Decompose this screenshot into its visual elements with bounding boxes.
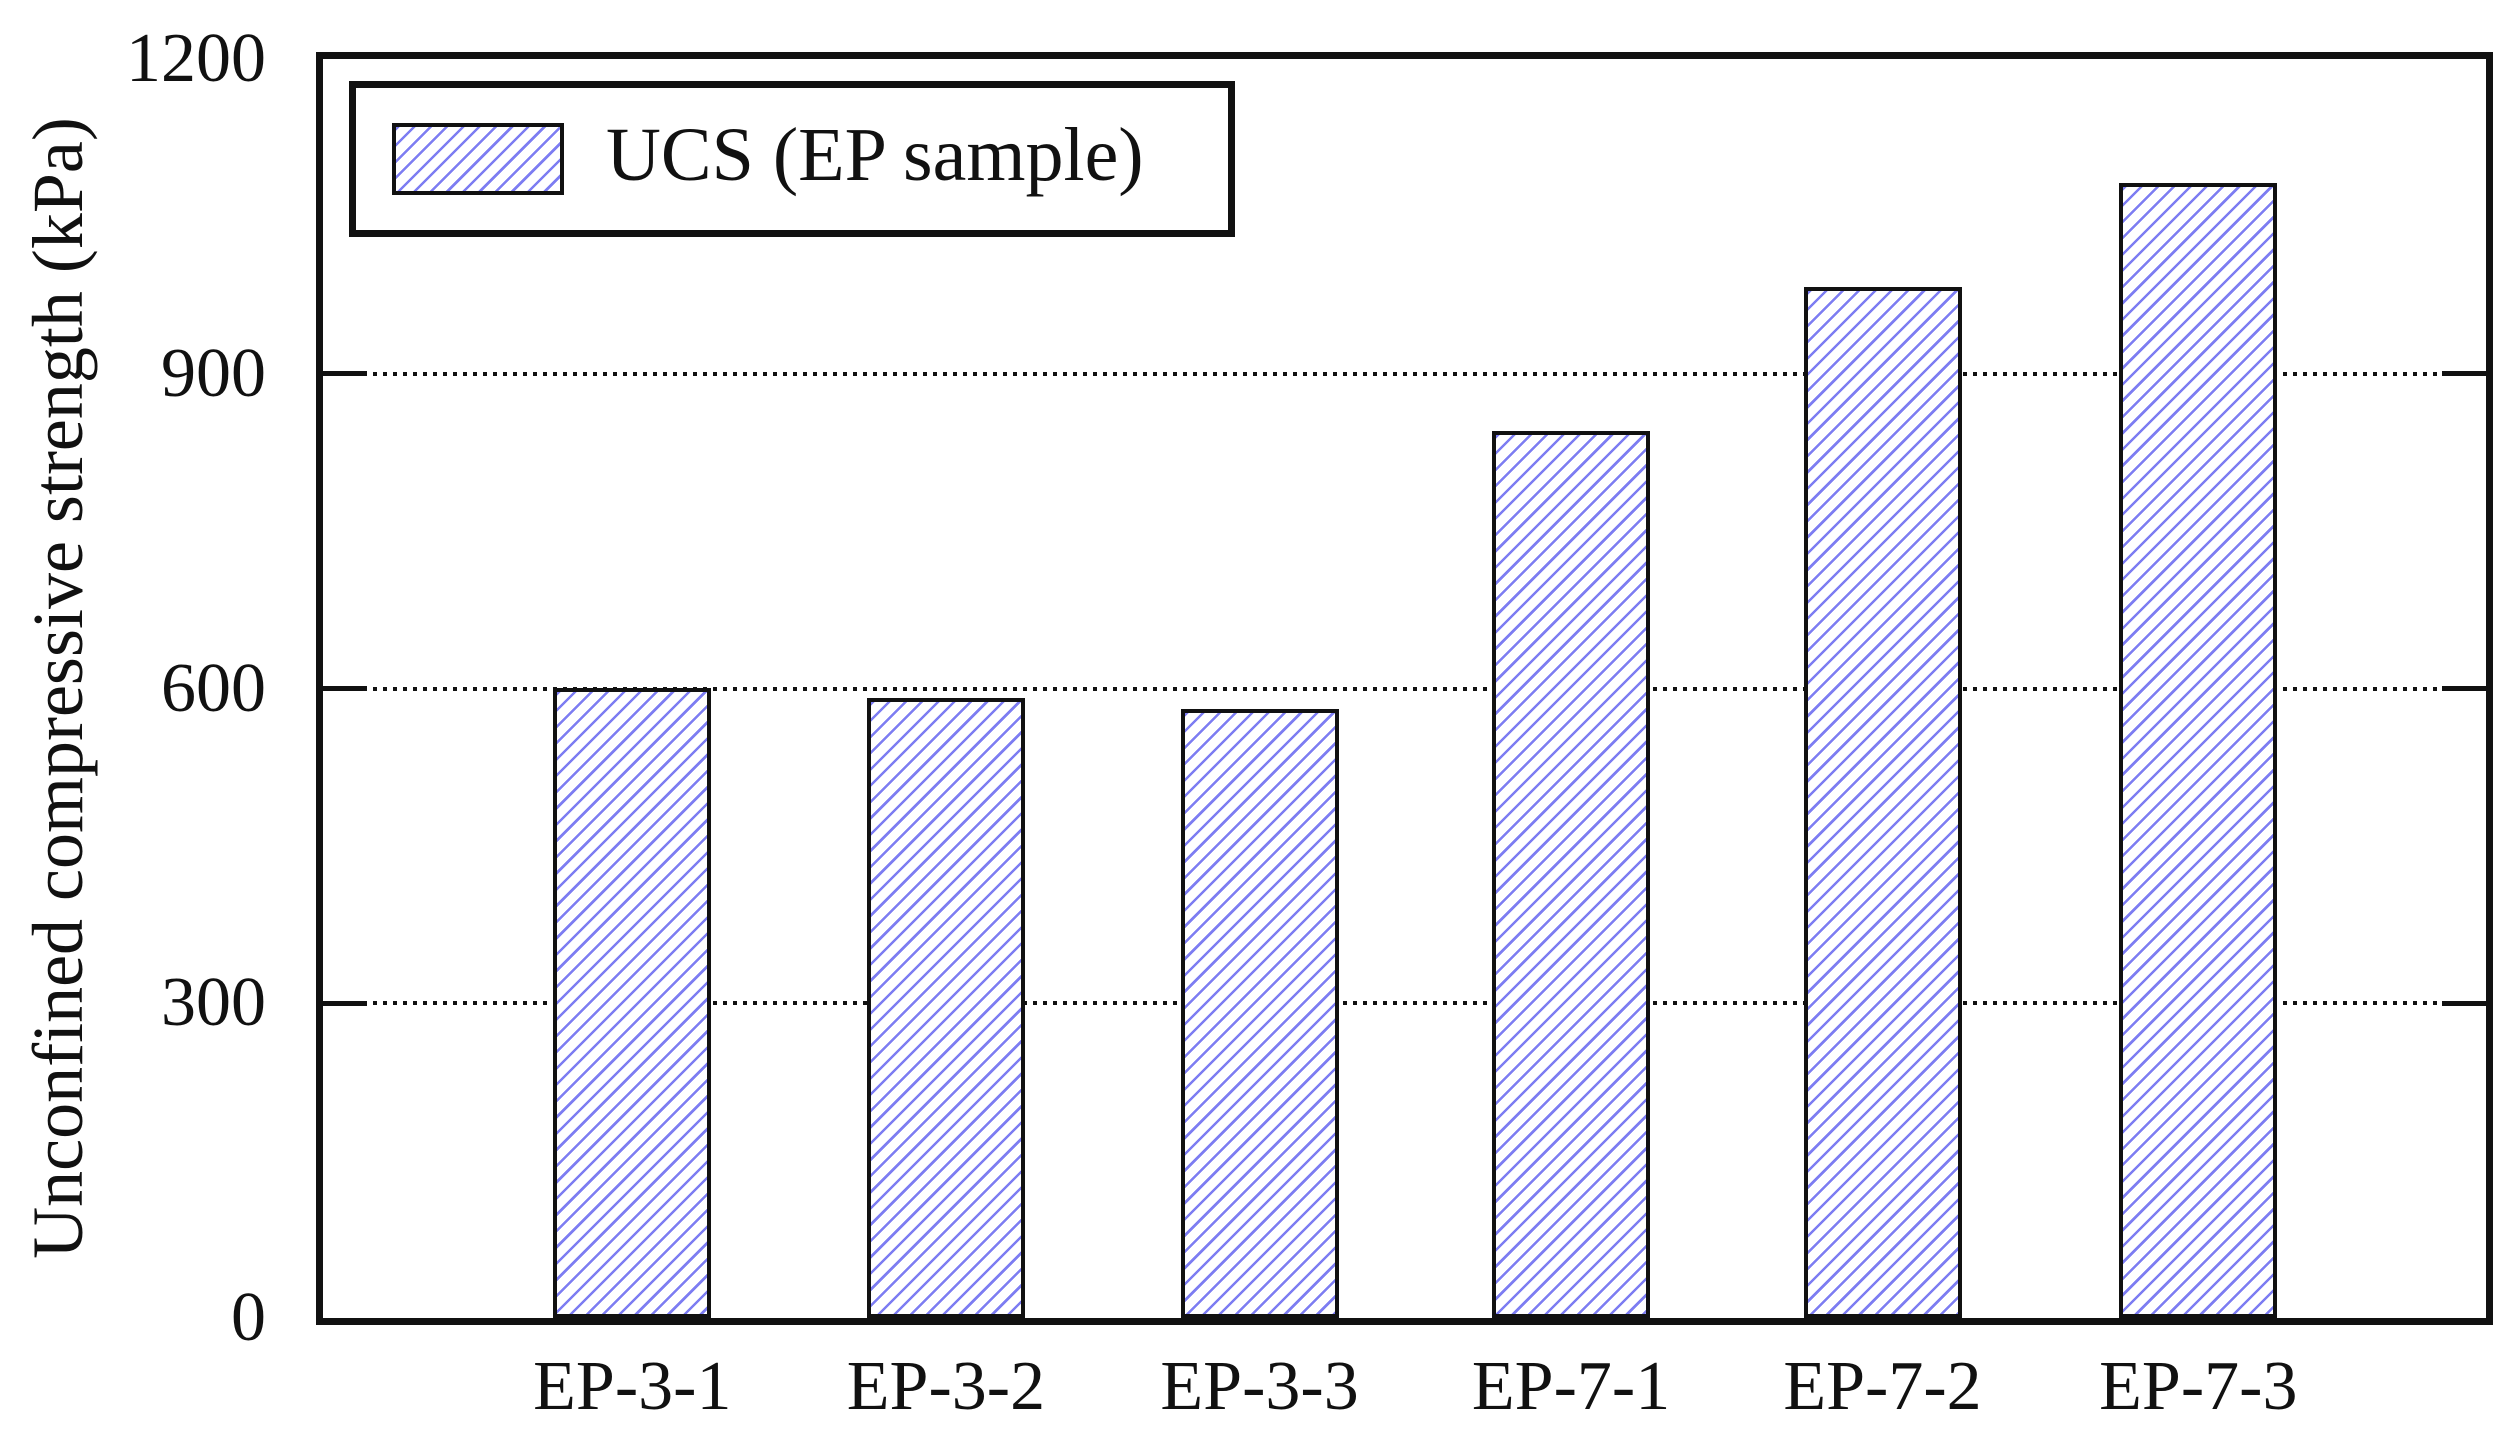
y-tick-mark-left-600 <box>323 686 367 691</box>
x-tick-label-EP-7-2: EP-7-2 <box>1783 1348 1982 1425</box>
y-tick-mark-left-300 <box>323 1000 367 1006</box>
x-tick-label-EP-3-3: EP-3-3 <box>1160 1348 1359 1425</box>
bar-EP-3-3 <box>1180 708 1339 1318</box>
x-tick-label-EP-7-3: EP-7-3 <box>2099 1348 2298 1425</box>
bar-EP-7-1 <box>1492 430 1651 1318</box>
y-tick-label-600: 600 <box>161 649 266 727</box>
y-tick-label-900: 900 <box>161 334 266 412</box>
y-tick-mark-right-600 <box>2442 686 2486 691</box>
gridline-600 <box>323 686 2486 691</box>
gridline-900 <box>323 371 2486 376</box>
bar-EP-3-2 <box>866 698 1025 1318</box>
y-tick-label-1200: 1200 <box>126 20 266 97</box>
x-tick-label-EP-7-1: EP-7-1 <box>1471 1348 1671 1425</box>
bar-EP-3-1 <box>553 687 712 1318</box>
legend-label: UCS (EP sample) <box>606 113 1144 197</box>
bar-EP-7-3 <box>2119 183 2278 1318</box>
y-tick-mark-right-900 <box>2442 371 2486 377</box>
y-tick-mark-left-900 <box>323 371 367 377</box>
x-tick-label-EP-3-2: EP-3-2 <box>846 1348 1046 1425</box>
gridline-300 <box>323 1001 2486 1006</box>
y-tick-mark-right-300 <box>2442 1000 2486 1006</box>
y-tick-label-0: 0 <box>231 1279 266 1356</box>
plot-area: UCS (EP sample) <box>316 52 2493 1325</box>
bar-EP-7-2 <box>1803 286 1962 1318</box>
y-tick-label-300: 300 <box>161 964 266 1042</box>
legend-hatch-swatch <box>392 123 564 195</box>
legend: UCS (EP sample) <box>349 81 1235 237</box>
x-tick-label-EP-3-1: EP-3-1 <box>533 1348 732 1425</box>
